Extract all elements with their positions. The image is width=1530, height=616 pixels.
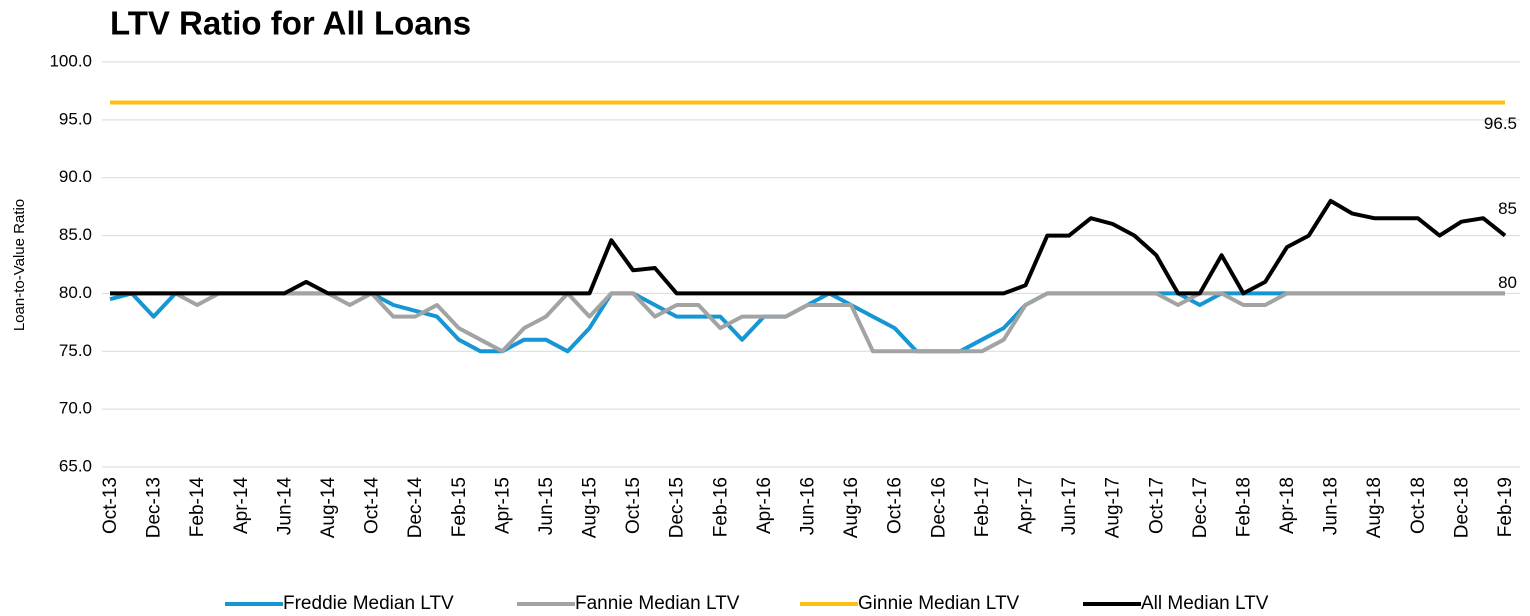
x-tick-label: Jun-18 (1321, 477, 1342, 535)
x-tick-label: Aug-17 (1103, 477, 1124, 538)
y-tick-label: 85.0 (59, 225, 92, 244)
x-tick-label: Oct-13 (100, 477, 121, 534)
x-tick-label: Apr-14 (231, 477, 252, 534)
series-line (109, 291, 1505, 354)
chart-title: LTV Ratio for All Loans (110, 5, 471, 42)
x-tick-label: Aug-16 (841, 477, 862, 538)
y-tick-label: 70.0 (59, 399, 92, 418)
series-line (110, 198, 1507, 296)
x-tick-label: Feb-17 (972, 477, 993, 537)
x-tick-label: Jun-17 (1059, 477, 1080, 535)
y-tick-label: 80.0 (59, 283, 92, 302)
x-tick-label: Apr-18 (1277, 477, 1298, 534)
data-label: 96.5 (1484, 114, 1517, 133)
x-tick-label: Apr-16 (754, 477, 775, 534)
legend-label: Freddie Median LTV (283, 593, 454, 614)
y-tick-label: 95.0 (59, 109, 92, 128)
x-tick-label: Feb-16 (710, 477, 731, 537)
x-tick-label: Dec-15 (667, 477, 688, 538)
x-tick-label: Apr-17 (1015, 477, 1036, 534)
x-tick-label: Oct-18 (1408, 477, 1429, 534)
x-tick-label: Aug-14 (318, 477, 339, 539)
legend-label: Fannie Median LTV (575, 593, 740, 614)
x-tick-label: Aug-18 (1364, 477, 1385, 538)
x-tick-label: Feb-19 (1495, 477, 1516, 537)
x-tick-label: Oct-16 (885, 477, 906, 534)
x-tick-label: Apr-15 (492, 477, 513, 534)
y-tick-label: 90.0 (59, 167, 92, 186)
data-label: 85 (1498, 199, 1517, 218)
x-tick-label: Feb-15 (449, 477, 470, 537)
y-axis-label: Loan-to-Value Ratio (11, 199, 28, 331)
x-tick-label: Aug-15 (580, 477, 601, 538)
x-tick-label: Jun-14 (274, 477, 295, 536)
x-tick-label: Feb-18 (1233, 477, 1254, 537)
x-tick-label: Jun-15 (536, 477, 557, 535)
x-tick-label: Jun-16 (798, 477, 819, 535)
x-tick-label: Feb-14 (187, 477, 208, 538)
x-tick-label: Dec-16 (928, 477, 949, 538)
x-tick-label: Oct-15 (623, 477, 644, 534)
y-tick-label: 100.0 (49, 51, 92, 70)
x-tick-label: Dec-18 (1451, 477, 1472, 538)
y-tick-label: 65.0 (59, 456, 92, 475)
x-tick-label: Dec-14 (405, 477, 426, 539)
x-tick-label: Oct-14 (362, 477, 383, 534)
y-tick-label: 75.0 (59, 341, 92, 360)
x-tick-label: Dec-13 (144, 477, 165, 538)
legend-label: Ginnie Median LTV (858, 593, 1020, 614)
x-tick-label: Dec-17 (1190, 477, 1211, 538)
data-label: 80 (1498, 273, 1517, 292)
series-line (110, 291, 1505, 354)
legend-label: All Median LTV (1141, 593, 1269, 614)
x-tick-label: Oct-17 (1146, 477, 1167, 534)
